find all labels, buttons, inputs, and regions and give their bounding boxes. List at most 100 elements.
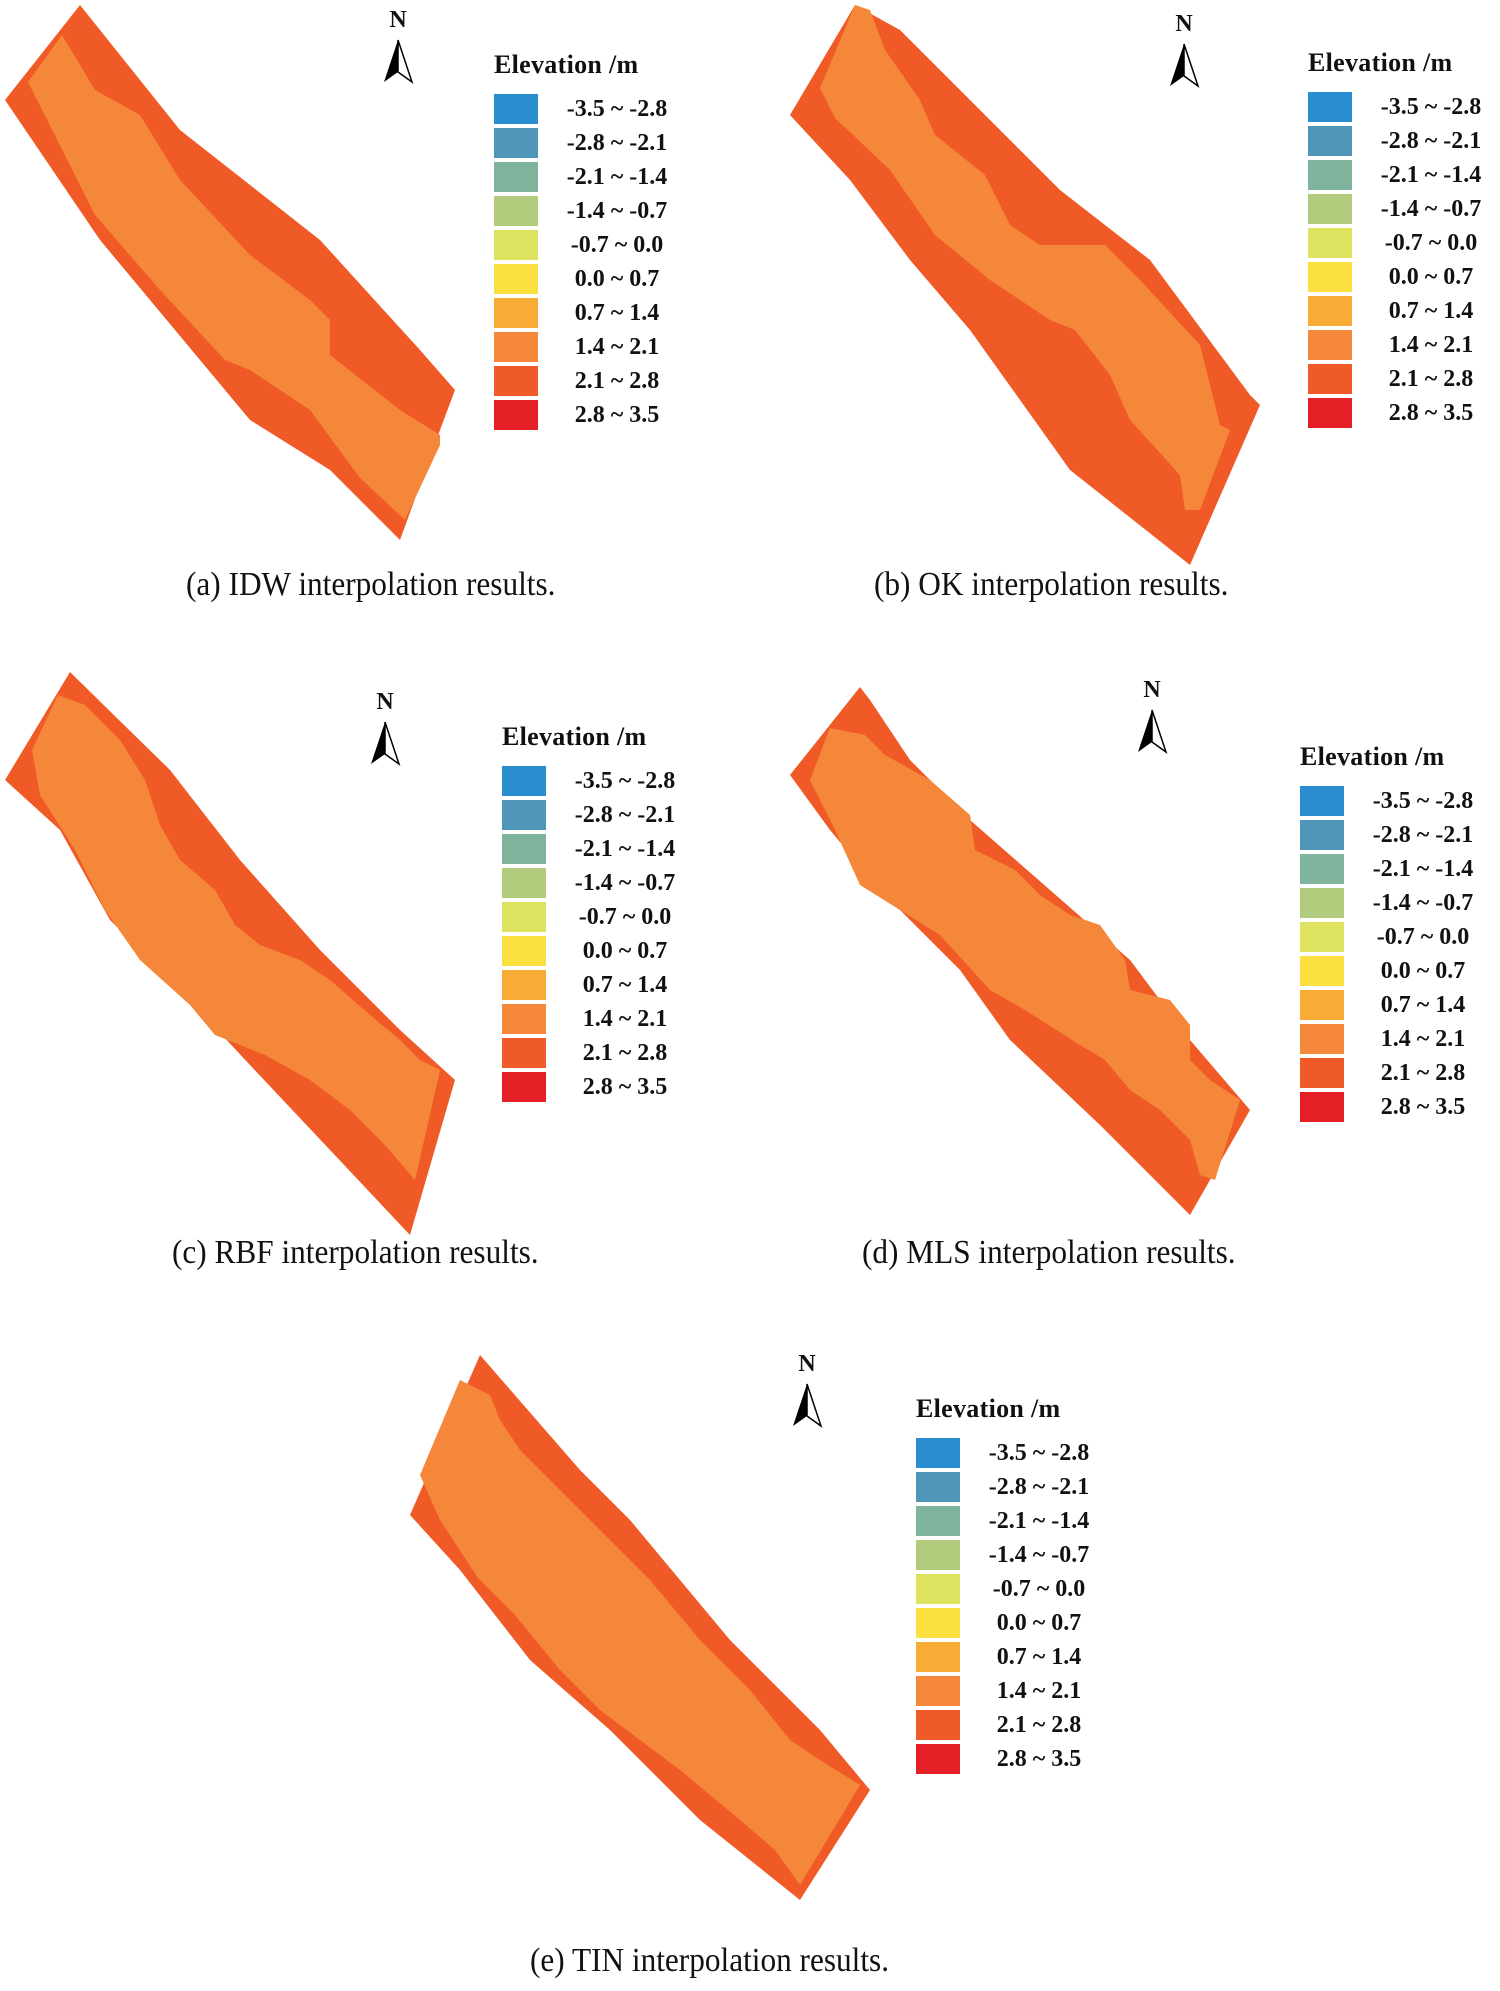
- legend-item: -1.4 ~ -0.7: [502, 866, 690, 900]
- legend-item: 0.7 ~ 1.4: [1300, 988, 1488, 1022]
- legend-item: -2.1 ~ -1.4: [494, 160, 682, 194]
- caption-d: (d) MLS interpolation results.: [862, 1234, 1236, 1271]
- legend-swatch: [494, 196, 538, 226]
- legend-item: -0.7 ~ 0.0: [916, 1572, 1104, 1606]
- legend: Elevation /m -3.5 ~ -2.8 -2.8 ~ -2.1 -2.…: [916, 1394, 1104, 1776]
- north-arrow: N: [1132, 678, 1172, 754]
- north-label: N: [1143, 677, 1161, 703]
- legend: Elevation /m -3.5 ~ -2.8 -2.8 ~ -2.1 -2.…: [1308, 48, 1496, 430]
- inner-band-mid-elevation: [820, 5, 1230, 510]
- legend-swatch: [1300, 956, 1344, 986]
- legend-item: 0.7 ~ 1.4: [494, 296, 682, 330]
- legend-swatch: [1308, 296, 1352, 326]
- legend-item: 1.4 ~ 2.1: [494, 330, 682, 364]
- legend-swatch: [502, 1072, 546, 1102]
- legend-item: -2.1 ~ -1.4: [916, 1504, 1104, 1538]
- legend-swatch: [502, 970, 546, 1000]
- legend-item: -2.8 ~ -2.1: [1308, 124, 1496, 158]
- legend-item: 1.4 ~ 2.1: [502, 1002, 690, 1036]
- north-arrow: N: [1164, 12, 1204, 88]
- inner-band-mid-elevation: [420, 1380, 860, 1885]
- legend-swatch: [494, 162, 538, 192]
- legend-swatch: [502, 834, 546, 864]
- legend-item: -3.5 ~ -2.8: [1308, 90, 1496, 124]
- north-arrow-icon: [793, 1383, 823, 1428]
- legend-swatch: [502, 868, 546, 898]
- legend-item: -3.5 ~ -2.8: [916, 1436, 1104, 1470]
- legend-item: 2.8 ~ 3.5: [916, 1742, 1104, 1776]
- legend-item: 2.1 ~ 2.8: [916, 1708, 1104, 1742]
- elevation-map-tin: [410, 1355, 870, 1900]
- legend-swatch: [1308, 262, 1352, 292]
- legend-swatch: [502, 936, 546, 966]
- legend-item: -2.8 ~ -2.1: [916, 1470, 1104, 1504]
- elevation-map-idw: [5, 5, 455, 540]
- legend-swatch: [502, 902, 546, 932]
- legend-swatch: [1300, 888, 1344, 918]
- legend-swatch: [916, 1642, 960, 1672]
- legend-item: 0.0 ~ 0.7: [916, 1606, 1104, 1640]
- legend-item: 2.8 ~ 3.5: [1300, 1090, 1488, 1124]
- legend-item: 1.4 ~ 2.1: [916, 1674, 1104, 1708]
- legend-item: 0.0 ~ 0.7: [502, 934, 690, 968]
- inner-band-mid-elevation: [32, 695, 440, 1180]
- legend-swatch: [494, 400, 538, 430]
- legend-item: 2.8 ~ 3.5: [1308, 396, 1496, 430]
- legend-swatch: [916, 1676, 960, 1706]
- legend-item: 0.7 ~ 1.4: [502, 968, 690, 1002]
- legend-swatch: [1300, 854, 1344, 884]
- legend-swatch: [494, 366, 538, 396]
- legend-item: -3.5 ~ -2.8: [502, 764, 690, 798]
- panel-mls: N Elevation /m -3.5 ~ -2.8 -2.8 ~ -2.1 -…: [770, 660, 1500, 1300]
- legend: Elevation /m -3.5 ~ -2.8 -2.8 ~ -2.1 -2.…: [502, 722, 690, 1104]
- legend-title: Elevation /m: [1308, 48, 1453, 77]
- caption-b: (b) OK interpolation results.: [874, 566, 1229, 603]
- legend-item: -2.1 ~ -1.4: [502, 832, 690, 866]
- legend-swatch: [502, 766, 546, 796]
- panel-ok: N Elevation /m -3.5 ~ -2.8 -2.8 ~ -2.1 -…: [770, 0, 1500, 620]
- legend-swatch: [1308, 160, 1352, 190]
- legend-swatch: [1300, 990, 1344, 1020]
- legend-swatch: [494, 230, 538, 260]
- legend-swatch: [1308, 194, 1352, 224]
- panel-rbf: N Elevation /m -3.5 ~ -2.8 -2.8 ~ -2.1 -…: [0, 660, 750, 1300]
- legend-swatch: [916, 1574, 960, 1604]
- legend-swatch: [1300, 1092, 1344, 1122]
- north-label: N: [376, 689, 394, 715]
- legend-swatch: [502, 1004, 546, 1034]
- legend-swatch: [1308, 228, 1352, 258]
- legend-item: 2.1 ~ 2.8: [1300, 1056, 1488, 1090]
- caption-a: (a) IDW interpolation results.: [186, 566, 556, 603]
- north-label: N: [798, 1351, 816, 1377]
- legend-swatch: [1308, 330, 1352, 360]
- elevation-map-rbf: [5, 672, 455, 1235]
- caption-e: (e) TIN interpolation results.: [530, 1942, 890, 1979]
- legend-item: -3.5 ~ -2.8: [494, 92, 682, 126]
- legend-item: 0.0 ~ 0.7: [1300, 954, 1488, 988]
- legend-item: 0.0 ~ 0.7: [1308, 260, 1496, 294]
- panel-tin: N Elevation /m -3.5 ~ -2.8 -2.8 ~ -2.1 -…: [0, 1340, 1500, 1991]
- legend-item: -1.4 ~ -0.7: [1308, 192, 1496, 226]
- legend-swatch: [494, 94, 538, 124]
- legend-item: 2.8 ~ 3.5: [494, 398, 682, 432]
- legend-swatch: [494, 264, 538, 294]
- legend-swatch: [1308, 364, 1352, 394]
- legend-swatch: [494, 128, 538, 158]
- legend-item: 2.8 ~ 3.5: [502, 1070, 690, 1104]
- legend-item: 0.0 ~ 0.7: [494, 262, 682, 296]
- legend-swatch: [1300, 922, 1344, 952]
- legend-item: -0.7 ~ 0.0: [494, 228, 682, 262]
- north-label: N: [1175, 11, 1193, 37]
- north-arrow: N: [378, 8, 418, 84]
- legend-title: Elevation /m: [502, 722, 647, 751]
- legend-item: 1.4 ~ 2.1: [1308, 328, 1496, 362]
- legend: Elevation /m -3.5 ~ -2.8 -2.8 ~ -2.1 -2.…: [494, 50, 682, 432]
- legend-swatch: [916, 1438, 960, 1468]
- legend-item: -1.4 ~ -0.7: [916, 1538, 1104, 1572]
- legend-swatch: [494, 332, 538, 362]
- legend-item: -1.4 ~ -0.7: [1300, 886, 1488, 920]
- legend-swatch: [1308, 398, 1352, 428]
- legend-swatch: [1300, 1024, 1344, 1054]
- north-arrow-icon: [1138, 709, 1168, 754]
- elevation-map-ok: [790, 5, 1260, 565]
